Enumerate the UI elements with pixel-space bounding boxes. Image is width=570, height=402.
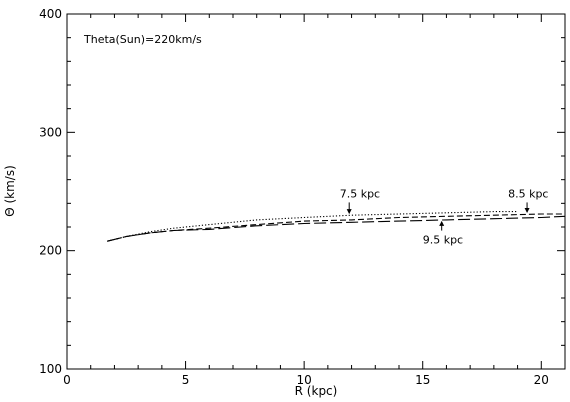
plot-frame xyxy=(66,13,566,370)
y-axis-label: Θ (km/s) xyxy=(3,165,17,217)
y-tick-label: 200 xyxy=(39,244,62,258)
y-tick-label: 300 xyxy=(39,125,62,139)
x-tick-label: 10 xyxy=(297,373,312,387)
x-tick-label: 5 xyxy=(182,373,190,387)
curve-label-arrowhead xyxy=(439,220,445,226)
x-tick-label: 15 xyxy=(415,373,430,387)
x-tick-label: 0 xyxy=(63,373,71,387)
series-line-7-5-kpc xyxy=(107,211,518,242)
x-tick-label: 20 xyxy=(534,373,549,387)
axis-ticks xyxy=(66,13,566,370)
y-tick-label: 100 xyxy=(39,362,62,376)
series-line-8-5-kpc xyxy=(107,213,565,242)
x-axis-label: R (kpc) xyxy=(295,384,338,398)
curve-label: 8.5 kpc xyxy=(508,187,548,200)
curve-label-arrowhead xyxy=(346,209,352,215)
series-line-9-5-kpc xyxy=(107,215,566,242)
tick-labels: 0 5 10 15 20 100 200 300 400 xyxy=(39,7,549,387)
curve-label: 7.5 kpc xyxy=(340,187,380,200)
curve-labels-layer: 7.5 kpc 8.5 kpc 9.5 kpc xyxy=(340,187,549,246)
y-tick-label: 400 xyxy=(39,7,62,21)
curve-label-arrowhead xyxy=(524,207,530,213)
series-layer xyxy=(107,211,566,242)
annotation-text: Theta(Sun)=220km/s xyxy=(83,33,202,46)
curve-label: 9.5 kpc xyxy=(423,234,463,247)
